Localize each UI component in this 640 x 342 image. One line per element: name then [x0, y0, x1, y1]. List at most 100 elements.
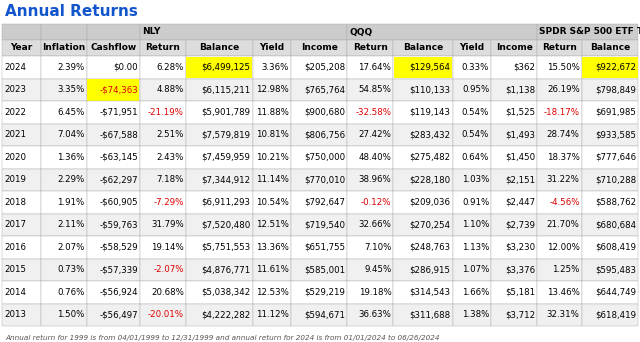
Bar	[291, 259, 348, 281]
Text: $205,208: $205,208	[304, 63, 346, 72]
Text: $7,520,480: $7,520,480	[202, 220, 250, 229]
Text: 12.00%: 12.00%	[547, 243, 580, 252]
Text: 1.36%: 1.36%	[57, 153, 84, 162]
Bar	[348, 169, 394, 191]
Bar	[140, 281, 186, 303]
Text: Year: Year	[10, 43, 33, 53]
Text: 0.91%: 0.91%	[462, 198, 489, 207]
Text: Balance: Balance	[589, 43, 630, 53]
Bar	[394, 123, 452, 146]
Bar	[291, 213, 348, 236]
Bar	[40, 101, 86, 123]
Bar	[348, 191, 394, 213]
Text: $7,344,912: $7,344,912	[202, 175, 250, 184]
Bar	[253, 101, 291, 123]
Bar	[394, 40, 452, 56]
Text: 2016: 2016	[4, 243, 26, 252]
Text: 2022: 2022	[4, 108, 26, 117]
Bar	[582, 259, 638, 281]
Bar	[492, 236, 537, 259]
Text: Annual Returns: Annual Returns	[5, 4, 138, 19]
Bar	[452, 146, 492, 169]
Text: $283,432: $283,432	[410, 130, 451, 139]
Text: -$57,339: -$57,339	[99, 265, 138, 274]
Bar	[537, 24, 638, 40]
Bar	[40, 213, 86, 236]
Bar	[537, 191, 582, 213]
Text: 11.88%: 11.88%	[256, 108, 289, 117]
Bar	[86, 281, 140, 303]
Bar	[348, 303, 394, 326]
Bar	[186, 79, 253, 101]
Bar	[582, 303, 638, 326]
Bar	[291, 281, 348, 303]
Text: $770,010: $770,010	[304, 175, 346, 184]
Text: $5,901,789: $5,901,789	[202, 108, 250, 117]
Text: -18.17%: -18.17%	[543, 108, 580, 117]
Text: 31.22%: 31.22%	[547, 175, 580, 184]
Bar	[186, 146, 253, 169]
Text: $680,684: $680,684	[595, 220, 636, 229]
Bar	[492, 101, 537, 123]
Text: -7.29%: -7.29%	[154, 198, 184, 207]
Text: 15.50%: 15.50%	[547, 63, 580, 72]
Text: 13.36%: 13.36%	[256, 243, 289, 252]
Bar	[253, 213, 291, 236]
Bar	[40, 303, 86, 326]
Text: 1.13%: 1.13%	[462, 243, 489, 252]
Bar	[40, 40, 86, 56]
Text: 2018: 2018	[4, 198, 26, 207]
Bar	[2, 146, 40, 169]
Bar	[186, 236, 253, 259]
Text: 2.39%: 2.39%	[57, 63, 84, 72]
Text: 0.95%: 0.95%	[462, 85, 489, 94]
Bar	[2, 123, 40, 146]
Text: $3,230: $3,230	[505, 243, 535, 252]
Text: 13.46%: 13.46%	[547, 288, 580, 297]
Bar	[582, 191, 638, 213]
Text: 7.04%: 7.04%	[57, 130, 84, 139]
Bar	[291, 191, 348, 213]
Bar	[140, 191, 186, 213]
Text: 7.10%: 7.10%	[364, 243, 392, 252]
Bar	[452, 236, 492, 259]
Text: $691,985: $691,985	[595, 108, 636, 117]
Bar	[394, 281, 452, 303]
Text: 2023: 2023	[4, 85, 26, 94]
Bar	[348, 259, 394, 281]
Text: 2.43%: 2.43%	[156, 153, 184, 162]
Text: $806,756: $806,756	[304, 130, 346, 139]
Text: 3.36%: 3.36%	[262, 63, 289, 72]
Text: $595,483: $595,483	[595, 265, 636, 274]
Bar	[582, 101, 638, 123]
Text: 32.66%: 32.66%	[358, 220, 392, 229]
Text: $2,447: $2,447	[505, 198, 535, 207]
Text: 2015: 2015	[4, 265, 26, 274]
Bar	[140, 123, 186, 146]
Bar	[87, 79, 140, 101]
Bar	[2, 24, 40, 40]
Text: $798,849: $798,849	[595, 85, 636, 94]
Bar	[492, 123, 537, 146]
Text: -$60,905: -$60,905	[99, 198, 138, 207]
Bar	[140, 101, 186, 123]
Bar	[348, 213, 394, 236]
Bar	[40, 169, 86, 191]
Text: 17.64%: 17.64%	[358, 63, 392, 72]
Text: 11.12%: 11.12%	[256, 310, 289, 319]
Text: $5,038,342: $5,038,342	[202, 288, 250, 297]
Bar	[537, 123, 582, 146]
Text: 10.81%: 10.81%	[256, 130, 289, 139]
Bar	[86, 191, 140, 213]
Text: 6.45%: 6.45%	[57, 108, 84, 117]
Bar	[186, 123, 253, 146]
Text: NLY: NLY	[142, 27, 160, 37]
Text: 2017: 2017	[4, 220, 26, 229]
Text: Yield: Yield	[259, 43, 284, 53]
Text: 2020: 2020	[4, 153, 26, 162]
Text: $5,181: $5,181	[505, 288, 535, 297]
Bar	[2, 259, 40, 281]
Text: 19.18%: 19.18%	[358, 288, 392, 297]
Bar	[582, 236, 638, 259]
Bar	[537, 169, 582, 191]
